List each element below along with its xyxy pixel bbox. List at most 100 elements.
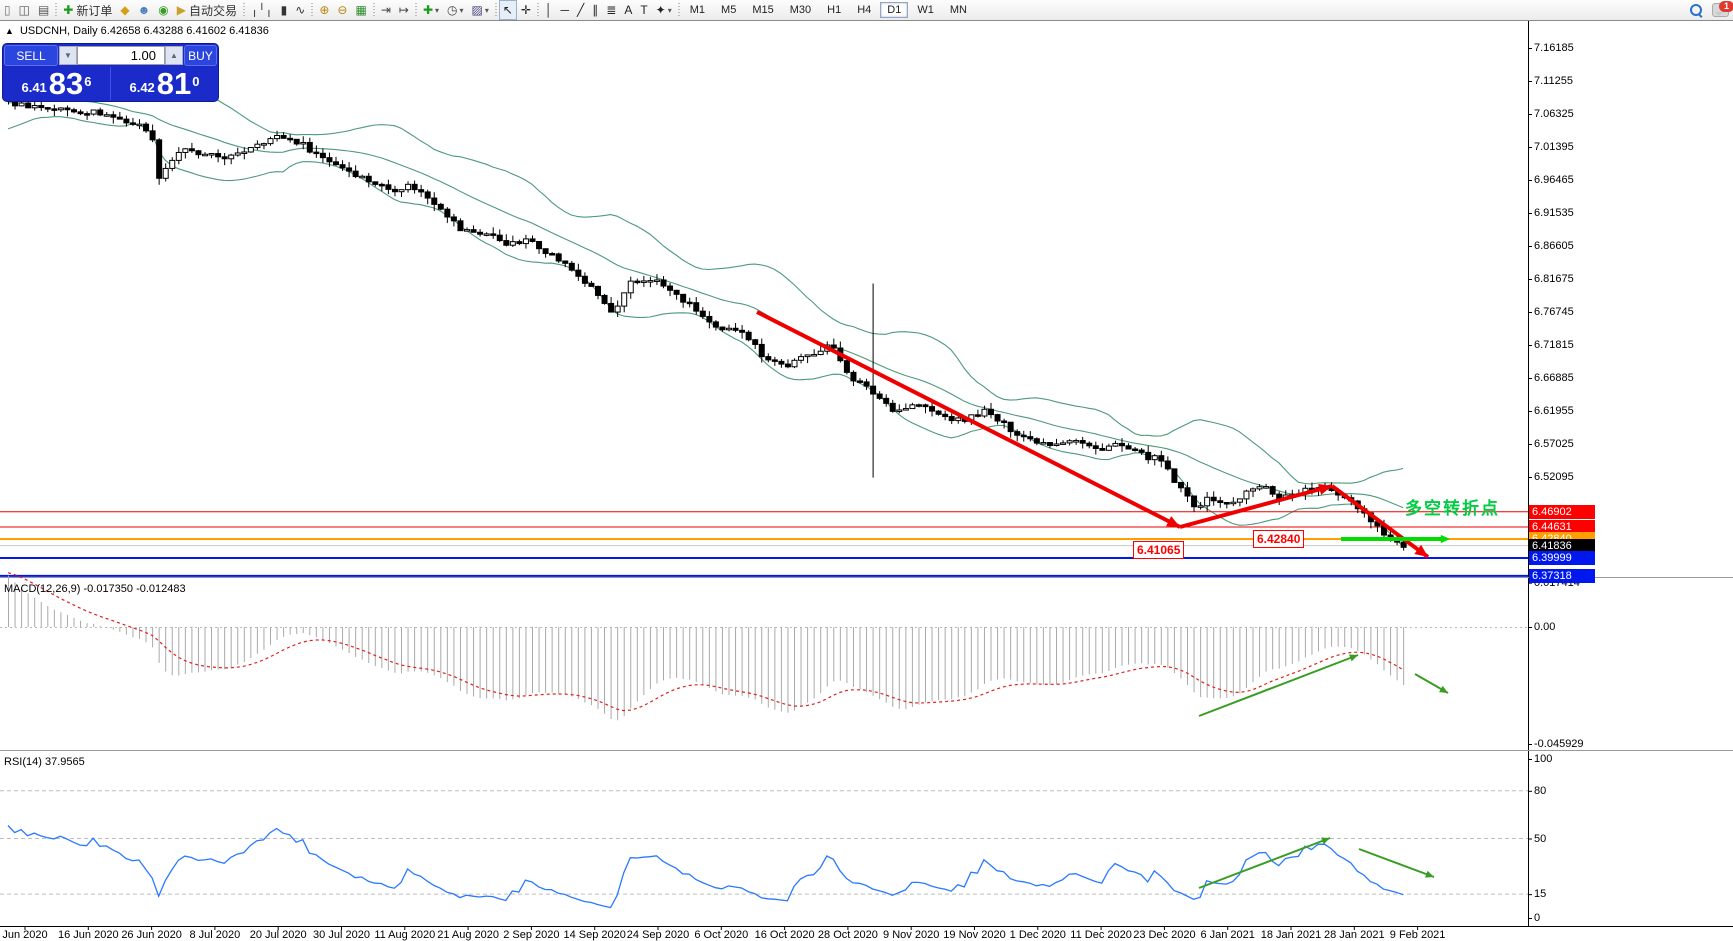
templates-button[interactable]: ▨ ▾ — [468, 0, 493, 20]
resistance-price-label[interactable]: 6.42840 — [1253, 530, 1305, 548]
sell-button[interactable]: SELL — [4, 45, 58, 66]
price-tag: 6.37318 — [1529, 568, 1595, 583]
bar-chart-icon: ╷╵╷ — [250, 3, 273, 17]
zoom-out-button[interactable]: ⊖ — [333, 0, 351, 20]
macd-axis-label: 0.00 — [1534, 621, 1556, 633]
price-axis-label: 7.01395 — [1534, 141, 1574, 153]
dropdown-caret-icon[interactable]: ▾ — [435, 5, 440, 15]
notifications-icon[interactable]: 1 — [1712, 1, 1733, 17]
zoom-in-button[interactable]: ⊕ — [315, 0, 333, 20]
signals-button[interactable]: ◉ — [154, 0, 172, 20]
rsi-axis-label: 50 — [1534, 832, 1547, 845]
support-price-label[interactable]: 6.41065 — [1133, 541, 1185, 559]
price-tag: 6.41836 — [1529, 538, 1595, 553]
community-button[interactable]: ☻ — [134, 0, 155, 20]
timeframe-m15-button[interactable]: M15 — [752, 4, 774, 16]
indicators-button[interactable]: ✚ ▾ — [419, 0, 443, 20]
price-axis-label: 6.57025 — [1534, 438, 1574, 450]
timeframe-mn-button[interactable]: MN — [949, 4, 967, 16]
chart-shift-button[interactable]: ↦ — [395, 0, 413, 20]
symbol-direction-icon: ▲ — [5, 26, 14, 36]
date-axis-label: 6 Oct 2020 — [694, 929, 749, 941]
text-button[interactable]: A — [620, 0, 636, 20]
zoom-out-icon: ⊖ — [337, 3, 348, 17]
timeframe-m30-button[interactable]: M30 — [789, 4, 812, 16]
autotrading-button[interactable]: ▶ 自动交易 — [173, 0, 241, 20]
price-tag: 6.44631 — [1529, 519, 1595, 534]
cursor-button[interactable]: ↖ — [498, 0, 517, 20]
chart-ohlc-values: 6.42658 6.43288 6.41602 6.41836 — [100, 25, 269, 37]
indicators-icon: ✚ — [422, 3, 433, 17]
new-order-button[interactable]: ✚ 新订单 — [59, 0, 116, 20]
candlestick-chart-icon: ▮ — [280, 3, 288, 17]
vertical-line-button[interactable]: │ — [541, 0, 557, 20]
candlestick-chart-button[interactable]: ▮ — [277, 0, 292, 20]
chart-title-bar: ▲ USDCNH, Daily 6.42658 6.43288 6.41602 … — [5, 25, 269, 37]
crosshair-button[interactable]: ✛ — [517, 0, 535, 20]
dropdown-caret-icon[interactable]: ▾ — [459, 5, 464, 15]
main-toolbar: ▯ ◫ ▤ ✚ 新订单 ◆ ☻ ◉ ▶ 自动交易 ╷╵╷ ▮ ∿ ⊕ ⊖ ▦ ⇥ ↦ ✚ ▾ ◷ ▾ ▨ ▾ ↖ ✛ │ ─ ╱ ∥ ≣ A T… — [0, 0, 1733, 21]
autoscroll-button[interactable]: ⇥ — [377, 0, 395, 20]
buy-price-big: 81 — [156, 66, 192, 101]
volume-increase-button[interactable]: ▲ — [165, 46, 183, 65]
pencil-icon: ◆ — [120, 3, 130, 17]
charts-window-button[interactable]: ◫ — [15, 0, 34, 20]
tile-windows-button[interactable]: ▦ — [351, 0, 370, 20]
window-partial-icon: ▯ — [4, 3, 11, 17]
date-axis-label: 20 Jul 2020 — [249, 929, 307, 941]
sell-price-big: 83 — [48, 66, 84, 101]
date-axis-label: 26 Jun 2020 — [121, 929, 182, 941]
date-axis-label: 16 Oct 2020 — [754, 929, 815, 941]
price-axis-label: 6.66885 — [1534, 372, 1574, 384]
text-icon: A — [624, 3, 633, 17]
timeframe-toolbar: M1 M5 M15 M30 H1 H4 D1 W1 MN — [682, 0, 975, 20]
dropdown-caret-icon[interactable]: ▾ — [484, 5, 489, 15]
community-icon: ☻ — [137, 3, 151, 17]
rsi-axis-label: 80 — [1534, 784, 1547, 797]
window-partial-button[interactable]: ▯ — [0, 0, 15, 20]
timeframe-h4-button[interactable]: H4 — [857, 4, 872, 16]
timeframe-m5-button[interactable]: M5 — [721, 4, 737, 16]
pencil-button[interactable]: ◆ — [116, 0, 133, 20]
signals-icon: ◉ — [158, 3, 169, 17]
sell-price-small: 6.41 — [21, 80, 47, 95]
sell-price-display[interactable]: 6.41 83 6 — [3, 67, 111, 100]
date-axis-label: 1 Dec 2020 — [1009, 929, 1066, 941]
date-axis-label: 6 Jan 2021 — [1200, 929, 1255, 941]
chart-search-icon: ▤ — [37, 3, 50, 17]
channel-button[interactable]: ∥ — [588, 0, 602, 20]
fibonacci-button[interactable]: ≣ — [602, 0, 620, 20]
buy-button[interactable]: BUY — [184, 45, 217, 66]
volume-field[interactable]: 1.00 — [77, 46, 165, 65]
buy-price-small: 6.42 — [129, 80, 155, 95]
price-axis-label: 6.81675 — [1534, 273, 1574, 285]
periods-button[interactable]: ◷ ▾ — [443, 0, 468, 20]
bar-chart-button[interactable]: ╷╵╷ — [247, 0, 277, 20]
timeframe-h1-button[interactable]: H1 — [827, 4, 842, 16]
shapes-button[interactable]: ✦ ▾ — [652, 0, 676, 20]
channel-icon: ∥ — [592, 3, 599, 17]
chart-search-button[interactable]: ▤ — [34, 0, 53, 20]
timeframe-m1-button[interactable]: M1 — [689, 4, 706, 16]
date-axis-label: 8 Jul 2020 — [189, 929, 241, 941]
dropdown-caret-icon[interactable]: ▾ — [667, 5, 672, 15]
timeframe-d1-button[interactable]: D1 — [880, 2, 909, 18]
text-label-icon: T — [640, 3, 648, 17]
search-icon[interactable] — [1690, 4, 1703, 18]
trendline-button[interactable]: ╱ — [573, 0, 588, 20]
one-click-trading-panel: SELL ▼ 1.00 ▲ BUY 6.41 83 6 6.42 81 0 — [3, 44, 218, 101]
trendline-icon: ╱ — [577, 3, 585, 17]
turning-point-annotation[interactable]: 多空转折点 — [1405, 499, 1500, 518]
horizontal-line-button[interactable]: ─ — [557, 0, 574, 20]
rsi-axis-label: 100 — [1534, 753, 1553, 765]
volume-decrease-button[interactable]: ▼ — [59, 46, 77, 65]
toolbar-separator — [311, 3, 314, 17]
text-label-button[interactable]: T — [636, 0, 651, 20]
line-chart-button[interactable]: ∿ — [291, 0, 309, 20]
timeframe-w1-button[interactable]: W1 — [917, 4, 934, 16]
date-axis-label: 11 Aug 2020 — [374, 929, 436, 941]
buy-price-display[interactable]: 6.42 81 0 — [111, 67, 218, 100]
autotrading-label: 自动交易 — [188, 3, 237, 18]
